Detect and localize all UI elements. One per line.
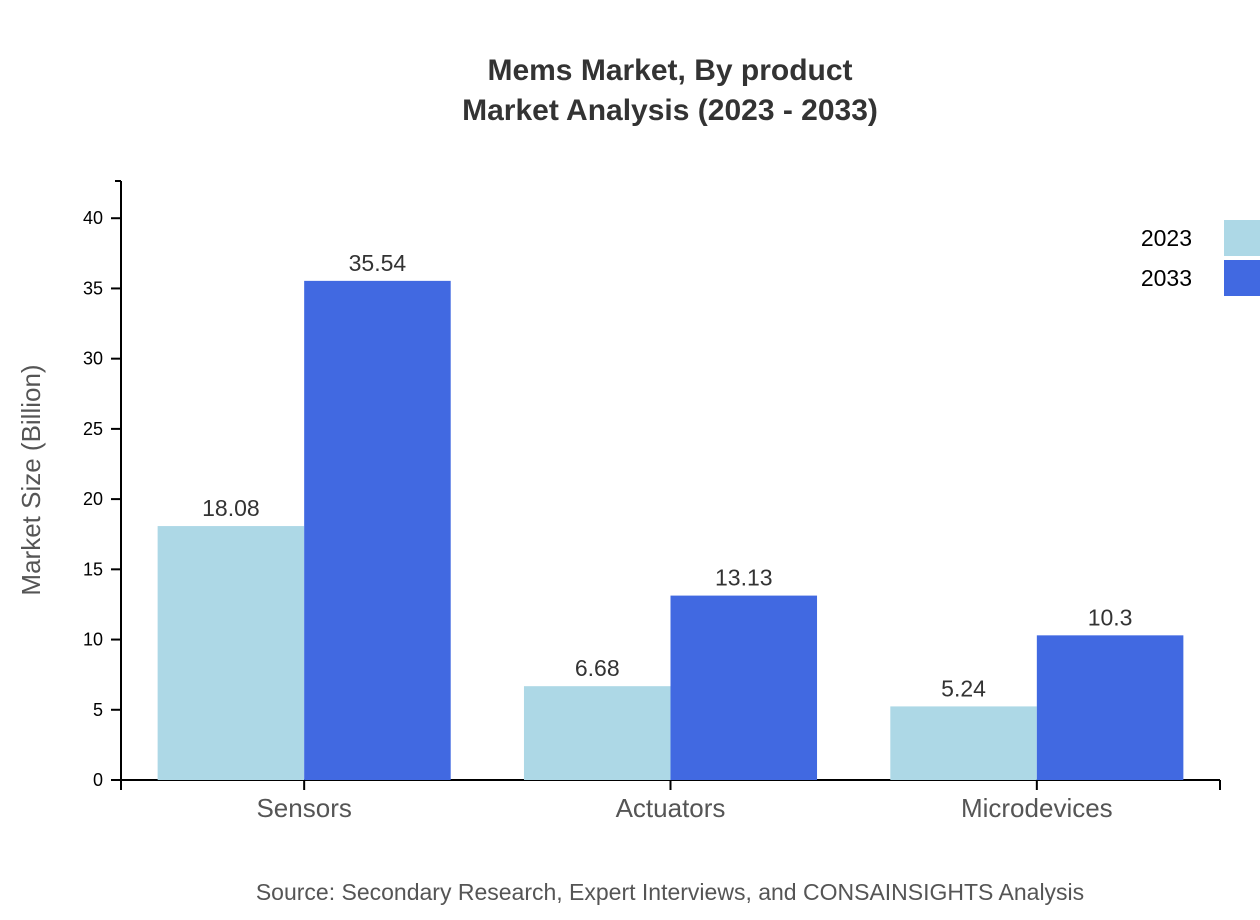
source-note: Source: Secondary Research, Expert Inter… xyxy=(256,879,1084,905)
y-tick-label: 35 xyxy=(83,278,103,298)
data-label: 10.3 xyxy=(1088,604,1133,630)
legend-swatch-2023 xyxy=(1224,220,1260,256)
data-label: 18.08 xyxy=(202,495,260,521)
x-tick-label: Microdevices xyxy=(961,793,1113,823)
y-tick-label: 40 xyxy=(83,208,103,228)
y-tick-label: 5 xyxy=(93,700,103,720)
legend-swatch-2033 xyxy=(1224,260,1260,296)
y-tick-label: 15 xyxy=(83,559,103,579)
bar-2023-actuators xyxy=(523,686,671,780)
y-tick-label: 25 xyxy=(83,419,103,439)
y-tick-label: 30 xyxy=(83,349,103,369)
y-axis-label: Market Size (Billion) xyxy=(16,364,46,595)
bar-2033-actuators xyxy=(670,595,818,780)
chart-title: Mems Market, By product xyxy=(487,54,852,87)
legend-label-2033: 2033 xyxy=(1141,265,1192,291)
bar-2033-microdevices xyxy=(1036,635,1184,780)
data-label: 35.54 xyxy=(349,250,407,276)
y-tick-label: 0 xyxy=(93,770,103,790)
y-tick-label: 10 xyxy=(83,630,103,650)
data-label: 5.24 xyxy=(941,675,986,701)
bar-2033-sensors xyxy=(304,280,451,780)
data-label: 13.13 xyxy=(715,565,773,591)
bar-2023-microdevices xyxy=(890,706,1037,780)
chart-subtitle: Market Analysis (2023 - 2033) xyxy=(462,94,878,127)
x-tick-label: Sensors xyxy=(256,793,351,823)
x-tick-label: Actuators xyxy=(616,793,726,823)
y-tick-label: 20 xyxy=(83,489,103,509)
bar-2023-sensors xyxy=(157,526,305,780)
data-label: 6.68 xyxy=(575,655,620,681)
legend-label-2023: 2023 xyxy=(1141,225,1192,251)
